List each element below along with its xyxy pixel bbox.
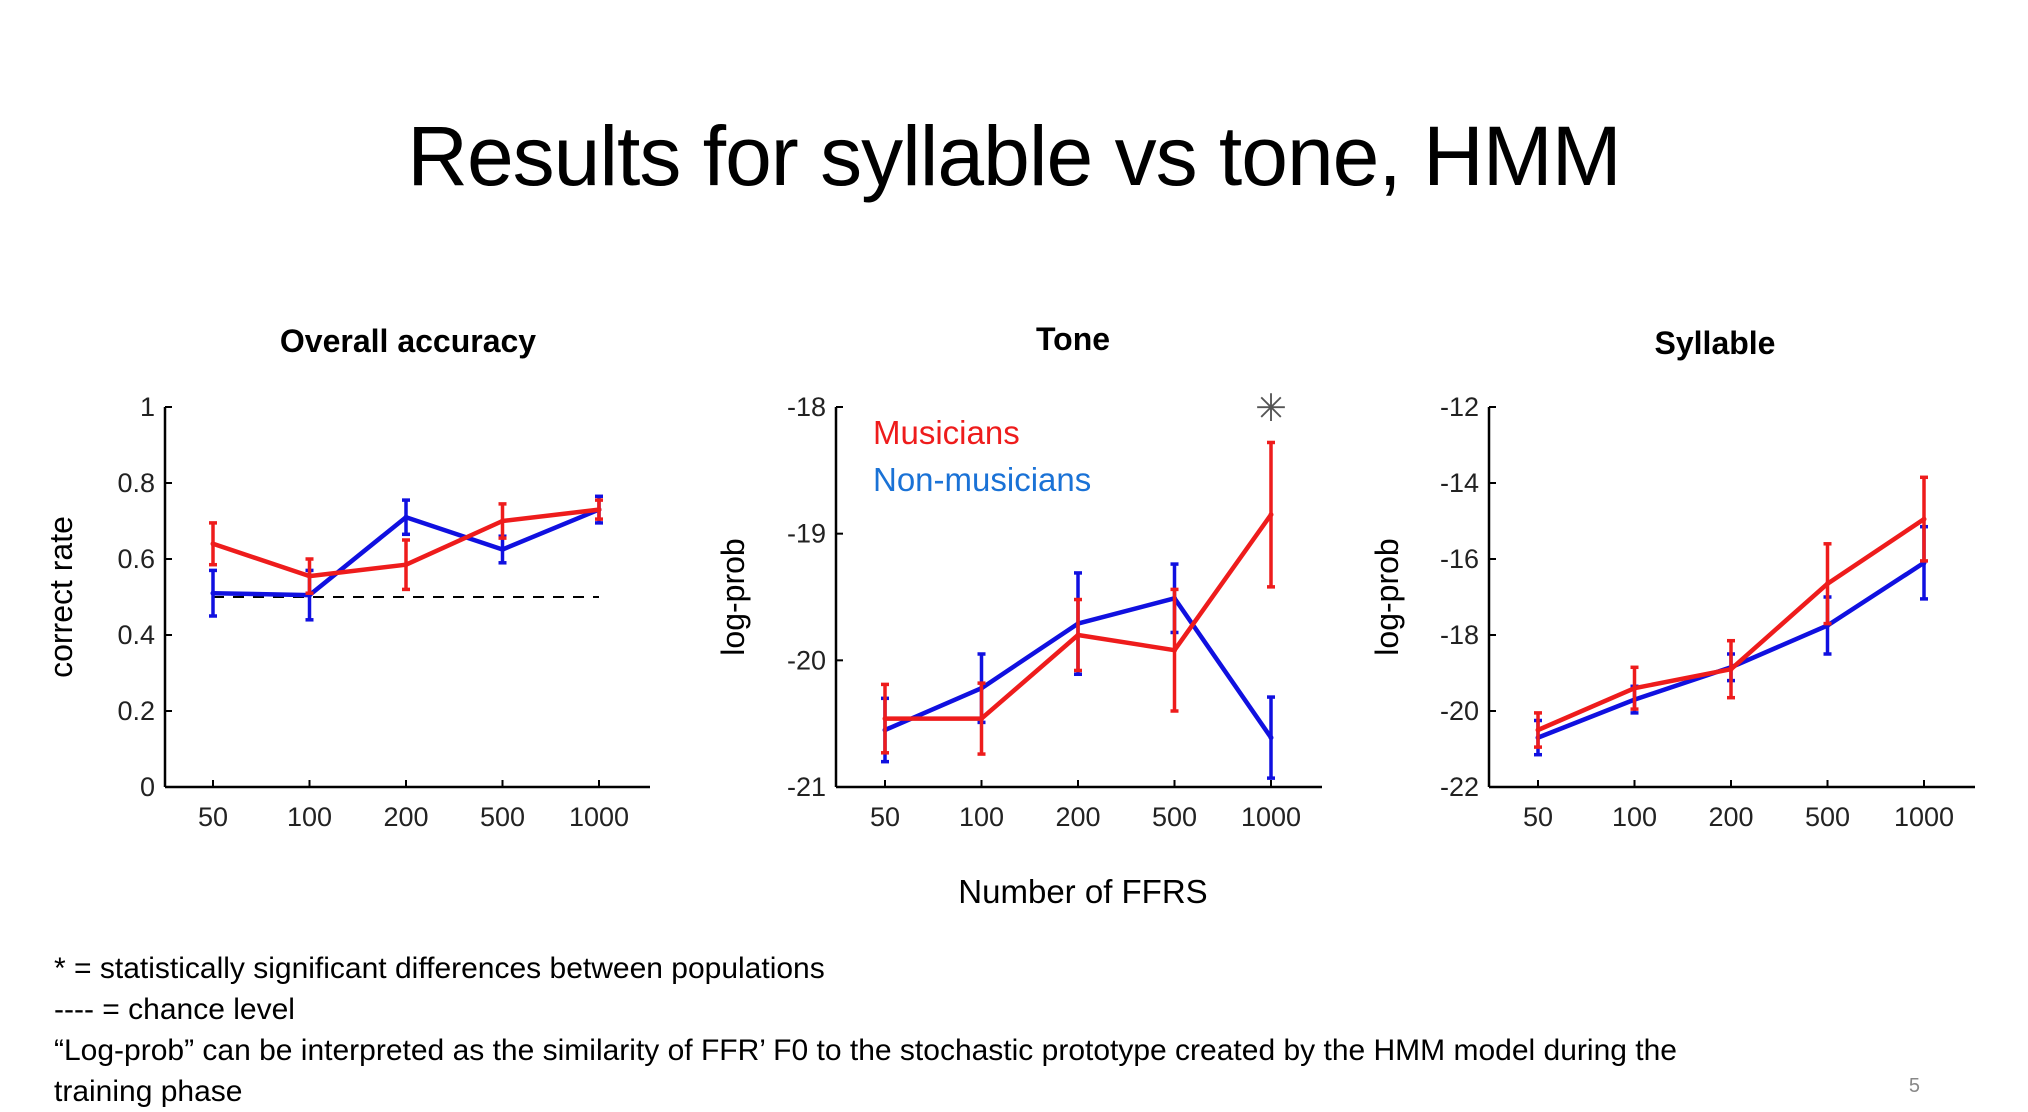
- data-point: [1075, 632, 1081, 638]
- y-axis-label: correct rate: [43, 516, 79, 678]
- y-tick-label: 0.6: [117, 544, 155, 574]
- data-point: [210, 590, 216, 596]
- footnote-log-prob: “Log-prob” can be interpreted as the sim…: [54, 1034, 1677, 1067]
- chart-title: Syllable: [1655, 325, 1776, 361]
- y-axis-label: log-prob: [1369, 538, 1405, 655]
- x-tick-label: 500: [1805, 802, 1850, 832]
- y-tick-label: -21: [787, 772, 826, 802]
- x-tick-label: 500: [1152, 802, 1197, 832]
- x-tick-label: 200: [1708, 802, 1753, 832]
- chart-title: Overall accuracy: [280, 323, 536, 359]
- y-tick-label: -18: [1440, 620, 1479, 650]
- chart-overall-accuracy: Overall accuracy 0 0.2 0.4 0.6 0.8 1 50 100 200 50…: [43, 323, 650, 832]
- footnote-log-prob-continued: training phase: [54, 1075, 243, 1108]
- series-musicians: [1534, 475, 1928, 749]
- data-point: [500, 518, 505, 524]
- x-tick-label: 50: [198, 802, 228, 832]
- y-tick-label: -19: [787, 519, 826, 549]
- legend-musicians: Musicians: [873, 414, 1020, 451]
- x-tick-label: 50: [870, 802, 900, 832]
- footnotes: * = statistically significant difference…: [54, 948, 1677, 1112]
- series-musicians: [209, 498, 603, 595]
- x-tick-label: 100: [1612, 802, 1657, 832]
- significance-asterisk: ✳: [1255, 386, 1287, 430]
- shared-x-axis-label: Number of FFRS: [958, 873, 1207, 910]
- y-tick-label: -16: [1440, 544, 1479, 574]
- y-tick-label: -20: [1440, 696, 1479, 726]
- chart-tone: Tone -21 -20 -19 -18 50 100 200 500 1000 log-prob ✳…: [715, 321, 1322, 832]
- x-tick-label: 100: [287, 802, 332, 832]
- data-point: [1825, 581, 1830, 587]
- data-point: [403, 514, 409, 520]
- y-tick-label: 1: [140, 392, 155, 422]
- data-point: [1921, 516, 1927, 522]
- chart-syllable: Syllable -22 -20 -18 -16 -14 -12 50 100 200 500 100…: [1369, 325, 1975, 832]
- x-tick-label: 500: [480, 802, 525, 832]
- footnote-significance: * = statistically significant difference…: [54, 952, 825, 985]
- data-point: [979, 716, 984, 722]
- y-tick-label: -14: [1440, 468, 1479, 498]
- y-tick-label: -20: [787, 645, 826, 675]
- x-tick-label: 50: [1523, 802, 1553, 832]
- y-tick-label: 0.2: [117, 696, 155, 726]
- page-number: 5: [1908, 1075, 1920, 1097]
- data-point: [1535, 727, 1541, 733]
- data-point: [403, 562, 409, 568]
- series-musicians: [881, 440, 1275, 756]
- data-point: [882, 716, 888, 722]
- y-tick-label: -18: [787, 392, 826, 422]
- data-point: [596, 507, 602, 513]
- y-tick-label: 0: [140, 772, 155, 802]
- y-tick-label: -22: [1440, 772, 1479, 802]
- y-tick-label: -12: [1440, 392, 1479, 422]
- x-tick-label: 200: [383, 802, 428, 832]
- x-tick-label: 1000: [569, 802, 629, 832]
- y-tick-label: 0.4: [117, 620, 155, 650]
- data-point: [1268, 735, 1274, 741]
- data-point: [210, 541, 216, 547]
- data-point: [500, 547, 505, 552]
- data-point: [1268, 512, 1274, 518]
- x-tick-label: 1000: [1894, 802, 1954, 832]
- y-tick-label: 0.8: [117, 468, 155, 498]
- data-point: [1172, 647, 1177, 653]
- legend-nonmusicians: Non-musicians: [873, 461, 1091, 498]
- footnote-chance-level: ---- = chance level: [54, 993, 295, 1026]
- data-point: [1728, 666, 1734, 672]
- data-point: [1632, 685, 1637, 691]
- chart-title: Tone: [1036, 321, 1110, 357]
- data-point: [307, 573, 312, 579]
- x-tick-label: 100: [959, 802, 1004, 832]
- slide-title: Results for syllable vs tone, HMM: [407, 109, 1621, 203]
- y-axis-label: log-prob: [715, 538, 751, 655]
- x-tick-label: 200: [1055, 802, 1100, 832]
- x-tick-label: 1000: [1241, 802, 1301, 832]
